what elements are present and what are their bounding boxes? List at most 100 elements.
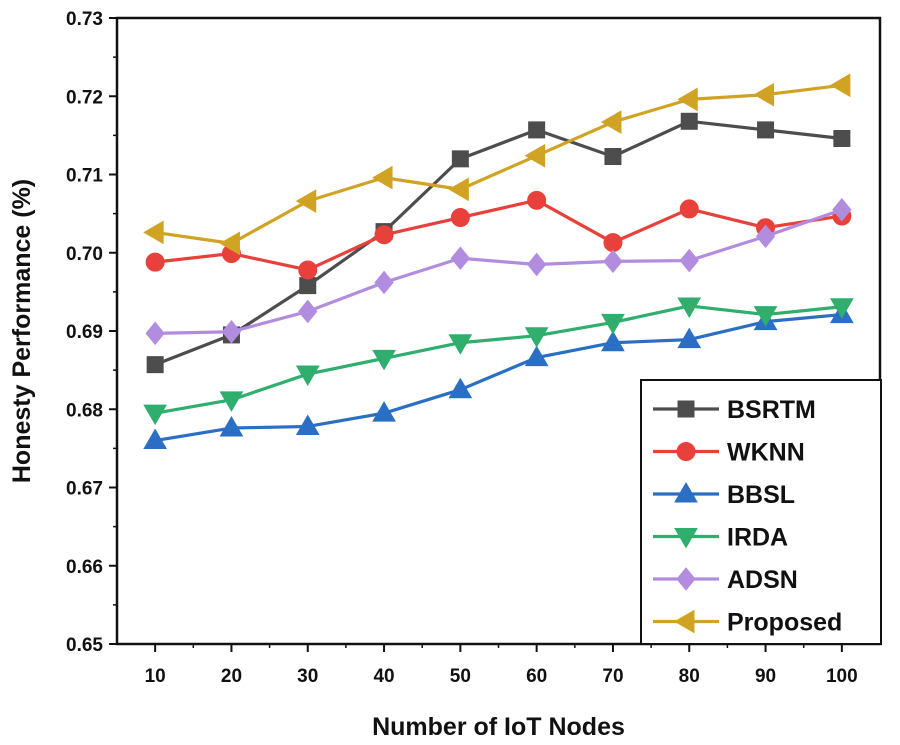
legend-item-wknn: WKNN <box>653 439 805 467</box>
x-tick-label: 90 <box>755 666 776 687</box>
wknn-point <box>450 208 470 228</box>
y-tick-label: 0.72 <box>66 87 103 108</box>
legend-label: IRDA <box>727 524 788 552</box>
legend-item-bbsl: BBSL <box>653 481 795 509</box>
series-adsn <box>145 197 852 346</box>
bbsl-line <box>154 312 842 443</box>
y-tick-label: 0.68 <box>66 400 103 421</box>
irda-point <box>753 306 778 327</box>
bbsl-point <box>677 327 702 349</box>
adsn-point <box>450 246 470 271</box>
series-proposed <box>143 73 851 256</box>
bbsl-point <box>143 428 168 450</box>
wknn-point <box>527 190 547 210</box>
wknn-point <box>374 225 394 245</box>
x-tick-label: 60 <box>526 666 547 687</box>
bbsl-point <box>448 377 473 399</box>
legend-label: WKNN <box>727 439 805 467</box>
legend-marker <box>677 400 695 418</box>
legend-box <box>640 379 882 645</box>
series-bbsl <box>143 302 854 450</box>
proposed-point <box>372 165 393 190</box>
proposed-point <box>600 110 622 134</box>
wknn-point <box>298 260 318 280</box>
adsn-point <box>603 249 623 274</box>
legend-item-irda: IRDA <box>653 524 788 552</box>
bsrtm-point <box>833 130 851 148</box>
adsn-point <box>374 270 394 295</box>
legend-label: Proposed <box>727 609 842 637</box>
legend-marker <box>674 528 698 549</box>
wknn-point <box>603 233 623 253</box>
bsrtm-point <box>451 150 469 168</box>
y-tick-label: 0.69 <box>66 322 103 343</box>
x-tick-label: 50 <box>450 666 471 687</box>
adsn-point <box>221 319 242 344</box>
irda-point <box>677 297 702 318</box>
wknn-point <box>145 252 165 272</box>
series-layer <box>143 73 854 450</box>
y-tick-label: 0.70 <box>66 244 103 265</box>
legend-label: BSRTM <box>727 396 816 424</box>
legend-item-proposed: Proposed <box>653 609 842 637</box>
bbsl-point <box>295 414 320 435</box>
proposed-point <box>219 231 240 256</box>
legend-marker <box>674 609 695 634</box>
irda-point <box>372 349 396 371</box>
y-tick-label: 0.67 <box>66 479 103 500</box>
legend-label: ADSN <box>727 566 798 594</box>
adsn-point <box>679 248 699 273</box>
bbsl-point <box>219 416 244 437</box>
plot-frame <box>115 16 882 646</box>
adsn-point <box>298 299 318 324</box>
legend-item-adsn: ADSN <box>653 566 798 594</box>
legend-label: BBSL <box>727 481 795 509</box>
legend-marker <box>676 442 696 461</box>
adsn-point <box>527 252 547 277</box>
bbsl-point <box>601 330 625 352</box>
irda-line <box>154 304 843 415</box>
x-tick-label: 10 <box>145 666 166 687</box>
irda-point <box>295 365 320 387</box>
adsn-line <box>155 208 843 335</box>
bbsl-point <box>372 401 396 422</box>
y-tick-label: 0.71 <box>66 166 103 187</box>
x-tick-label: 40 <box>373 666 394 687</box>
bsrtm-line <box>154 119 843 367</box>
bsrtm-point <box>299 277 317 295</box>
axes-layer: 0.65 0.66 0.67 0.68 0.69 0.70 0.71 0.72 0.73 10 20… <box>66 9 858 687</box>
bsrtm-point <box>146 356 164 374</box>
proposed-point <box>677 87 698 112</box>
irda-point <box>448 334 473 355</box>
y-tick-label: 0.65 <box>66 635 103 656</box>
y-axis-title: Honesty Performance (%) <box>8 179 36 483</box>
x-tick-label: 20 <box>221 666 242 687</box>
proposed-point <box>829 73 851 98</box>
legend-marker <box>676 567 696 591</box>
proposed-point <box>753 82 775 107</box>
x-tick-label: 30 <box>297 666 318 687</box>
proposed-point <box>448 177 469 202</box>
irda-point <box>219 391 244 412</box>
adsn-point <box>145 321 165 346</box>
proposed-point <box>295 189 317 213</box>
wknn-point <box>679 199 699 219</box>
legend: BSRTM WKNN BBSL IRDA ADSN Proposed <box>640 379 882 645</box>
y-tick-label: 0.73 <box>66 9 103 30</box>
bsrtm-point <box>604 148 622 166</box>
adsn-point <box>755 224 776 249</box>
irda-point <box>524 327 549 348</box>
bsrtm-point <box>757 121 775 139</box>
irda-point <box>829 298 854 319</box>
legend-item-bsrtm: BSRTM <box>653 396 816 424</box>
bsrtm-point <box>680 112 698 130</box>
wknn-line <box>154 198 843 272</box>
irda-point <box>143 404 168 426</box>
adsn-point <box>832 197 852 222</box>
proposed-point <box>143 220 164 245</box>
y-tick-label: 0.66 <box>66 557 103 578</box>
x-tick-label: 70 <box>602 666 623 687</box>
x-tick-label: 100 <box>826 666 858 687</box>
series-irda <box>143 297 854 426</box>
